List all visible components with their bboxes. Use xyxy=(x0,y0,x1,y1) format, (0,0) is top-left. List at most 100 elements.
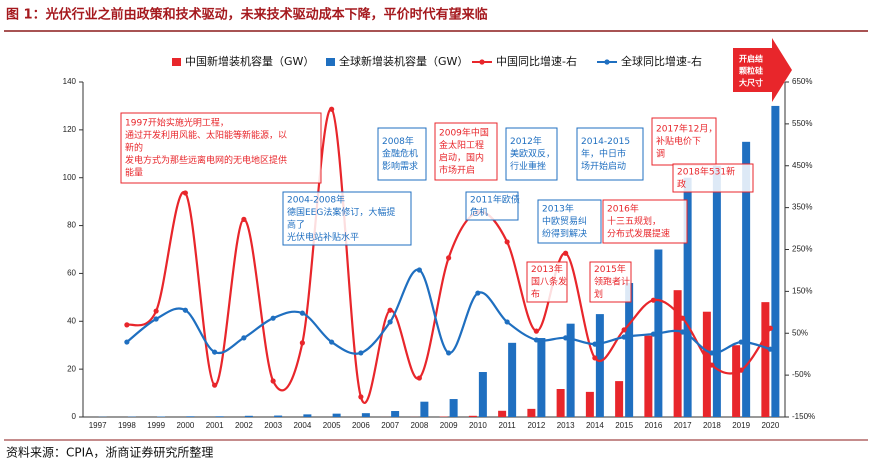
legend-label: 全球同比增速-右 xyxy=(621,54,702,68)
bar xyxy=(215,416,224,417)
x-tick-label: 2009 xyxy=(440,421,458,430)
line-marker xyxy=(212,349,218,355)
annotation-text: 纷得到解决 xyxy=(542,228,587,240)
line-marker xyxy=(329,106,335,112)
y2-tick-label: 150% xyxy=(792,286,812,295)
annotation-text: 通过开发利用风能、太阳能等新能源，以 xyxy=(125,129,287,141)
bar xyxy=(585,391,594,417)
arrow-note: 开启结 xyxy=(739,54,763,64)
line-marker xyxy=(416,267,422,273)
annotation-text: 光伏电站补贴水平 xyxy=(287,231,359,243)
line-marker xyxy=(182,190,188,196)
x-tick-label: 2005 xyxy=(323,421,341,430)
bar xyxy=(468,415,477,417)
line-marker xyxy=(592,355,598,361)
x-tick-label: 2018 xyxy=(703,421,721,430)
line-marker xyxy=(563,335,569,341)
x-tick-label: 2001 xyxy=(206,421,224,430)
y-tick-label: 0 xyxy=(72,412,77,421)
x-tick-label: 2015 xyxy=(615,421,633,430)
legend-label: 中国新增装机容量（GW） xyxy=(185,54,314,68)
line-marker xyxy=(504,319,510,325)
annotation-text: 2004-2008年 xyxy=(287,193,345,205)
bar xyxy=(742,141,751,418)
legend-label: 中国同比增速-右 xyxy=(496,54,577,68)
annotation-text: 2008年 xyxy=(382,135,414,147)
y-tick-label: 140 xyxy=(63,77,77,86)
line-marker xyxy=(299,340,305,346)
line-marker xyxy=(709,350,715,356)
annotation-text: 德国EEG法案修订，大幅提 xyxy=(287,206,395,218)
y-tick-label: 100 xyxy=(63,173,77,182)
x-tick-label: 2000 xyxy=(176,421,194,430)
x-tick-label: 1998 xyxy=(118,421,136,430)
annotation-text: 2009年中国 xyxy=(439,126,489,138)
legend-swatch xyxy=(604,59,610,65)
line-marker xyxy=(153,308,159,314)
annotation-text: 场开始启动 xyxy=(581,160,626,172)
annotation-text: 分布式发展提速 xyxy=(607,228,670,240)
bar xyxy=(508,342,517,417)
line-marker xyxy=(621,334,627,340)
x-tick-label: 2006 xyxy=(352,421,370,430)
line-marker xyxy=(329,339,335,345)
y2-tick-label: 650% xyxy=(792,77,812,86)
annotation-box xyxy=(282,191,412,246)
y2-tick-label: 250% xyxy=(792,245,812,254)
x-tick-label: 2003 xyxy=(264,421,282,430)
line-marker xyxy=(709,362,715,368)
annotation-box xyxy=(377,127,427,181)
bar xyxy=(556,389,565,417)
annotation-text: 调 xyxy=(656,149,665,160)
y2-tick-label: 350% xyxy=(792,203,812,212)
legend-label: 全球新增装机容量（GW） xyxy=(339,54,468,68)
annotation-box xyxy=(651,117,717,166)
line-marker xyxy=(358,394,364,400)
chart-title: 图 1：光伏行业之前由政策和技术驱动，未来技术驱动成本下降，平价时代有望来临 xyxy=(6,7,488,23)
annotation-box xyxy=(537,199,602,244)
annotation-text: 发电方式为那些远离电网的无电地区提供 xyxy=(125,154,287,166)
bar xyxy=(702,311,711,417)
annotation-text: 2014-2015 xyxy=(581,137,630,147)
bar xyxy=(712,165,721,417)
bar xyxy=(566,323,575,417)
annotation-text: 金太阳工程 xyxy=(439,139,484,151)
x-tick-label: 1997 xyxy=(89,421,107,430)
annotation-text: 新的 xyxy=(125,142,143,154)
x-tick-label: 2004 xyxy=(293,421,311,430)
annotation-text: 美欧双反， xyxy=(510,148,555,160)
bar xyxy=(595,314,604,417)
y2-tick-label: 50% xyxy=(792,328,808,337)
annotation-box xyxy=(576,127,644,181)
annotation-text: 高了 xyxy=(287,218,305,230)
bar xyxy=(303,414,312,417)
line-marker xyxy=(446,255,452,261)
x-tick-label: 2019 xyxy=(732,421,750,430)
line-marker xyxy=(533,337,539,343)
line-marker xyxy=(270,315,276,321)
y2-tick-label: -50% xyxy=(792,370,811,379)
bar xyxy=(771,105,780,417)
growth-line xyxy=(126,108,772,404)
annotation-box xyxy=(602,199,688,244)
x-tick-label: 2013 xyxy=(557,421,575,430)
line-marker xyxy=(738,339,744,345)
line-marker xyxy=(212,382,218,388)
annotation-text: 国八条发 xyxy=(531,276,567,288)
line-marker xyxy=(738,367,744,373)
line-marker xyxy=(387,319,393,325)
line-marker xyxy=(475,290,481,296)
line-marker xyxy=(124,322,130,328)
bar xyxy=(361,413,370,417)
line-marker xyxy=(767,346,773,352)
annotation-text: 十三五规划， xyxy=(607,215,661,227)
bar xyxy=(761,302,770,417)
bar xyxy=(732,345,741,417)
annotation-text: 金融危机 xyxy=(382,148,418,160)
line-marker xyxy=(650,331,656,337)
arrow-shape xyxy=(733,38,792,102)
annotation-text: 2015年 xyxy=(594,263,626,275)
y-tick-label: 60 xyxy=(67,269,76,278)
x-tick-label: 2014 xyxy=(586,421,604,430)
